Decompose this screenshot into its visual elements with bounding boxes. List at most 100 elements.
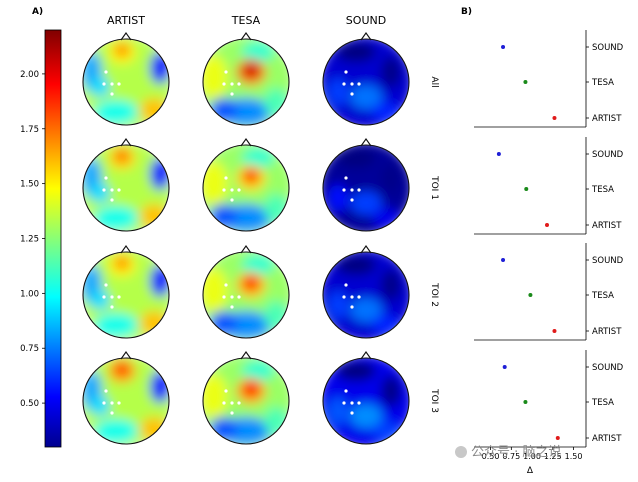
electrode-dot — [350, 401, 354, 405]
nose-marker — [360, 245, 372, 254]
electrode-dot — [344, 283, 348, 287]
electrode-dot — [102, 401, 106, 405]
electrode-dot — [110, 305, 114, 309]
topomap-artist-row-1 — [82, 32, 170, 126]
nose-marker — [120, 351, 132, 360]
electrode-dot — [342, 82, 346, 86]
y-tick-label-artist: ARTIST — [592, 434, 622, 444]
head-outline — [82, 357, 170, 445]
y-tick-label-sound: SOUND — [592, 363, 624, 373]
nose-marker — [360, 138, 372, 147]
electrode-dot — [102, 188, 106, 192]
nose-marker — [120, 245, 132, 254]
x-axis-label: Δ — [527, 466, 534, 476]
electrode-dot — [357, 295, 361, 299]
column-title-tesa: TESA — [231, 14, 261, 27]
row-label-all: All — [429, 76, 439, 87]
x-tick-label: 1.25 — [544, 452, 562, 461]
topomap-artist-row-4 — [82, 351, 170, 445]
electrode-dot — [110, 295, 114, 299]
x-tick-label: 1.50 — [565, 452, 583, 461]
y-tick-label-tesa: TESA — [591, 78, 614, 88]
electrode-dot — [224, 70, 228, 74]
electrode-dot — [350, 198, 354, 202]
point-artist — [552, 116, 557, 120]
point-sound — [501, 45, 506, 49]
row-label-toi-3: TOI 3 — [429, 388, 439, 413]
head-outline — [82, 38, 170, 126]
point-tesa — [524, 187, 529, 191]
electrode-dot — [222, 188, 226, 192]
point-sound — [502, 365, 507, 369]
topomap-artist-row-2 — [82, 138, 170, 232]
electrode-dot — [237, 82, 241, 86]
colorbar-tick-label: 1.25 — [20, 235, 39, 245]
electrode-dot — [102, 295, 106, 299]
panel-b-label: B) — [461, 7, 472, 17]
electrode-dot — [342, 188, 346, 192]
electrode-dot — [237, 401, 241, 405]
electrode-dot — [117, 82, 121, 86]
electrode-dot — [344, 176, 348, 180]
electrode-dot — [110, 92, 114, 96]
electrode-dot — [117, 188, 121, 192]
electrode-dot — [342, 295, 346, 299]
delta-panel-1: SOUND TESA ARTIST — [474, 30, 624, 128]
electrode-dot — [344, 70, 348, 74]
electrode-dot — [222, 295, 226, 299]
electrode-dot — [117, 295, 121, 299]
head-outline — [322, 357, 410, 445]
point-tesa — [523, 80, 528, 84]
topomap-artist-row-3 — [82, 245, 170, 339]
head-outline — [322, 38, 410, 126]
electrode-dot — [230, 295, 234, 299]
colorbar-tick-label: 1.50 — [20, 180, 39, 190]
electrode-dot — [230, 411, 234, 415]
column-title-artist: ARTIST — [107, 14, 145, 27]
colorbar-tick-label: 1.75 — [20, 125, 39, 135]
electrode-dot — [104, 283, 108, 287]
nose-marker — [360, 32, 372, 41]
electrode-dot — [230, 92, 234, 96]
electrode-dot — [357, 401, 361, 405]
electrode-dot — [104, 389, 108, 393]
electrode-dot — [110, 82, 114, 86]
topomap-tesa-row-4 — [202, 351, 290, 445]
electrode-dot — [102, 82, 106, 86]
x-tick-label: 0.50 — [482, 452, 500, 461]
row-label-toi-1: TOI 1 — [429, 175, 439, 200]
topomap-sound-row-2 — [322, 138, 410, 232]
y-tick-label-artist: ARTIST — [592, 114, 622, 124]
electrode-dot — [357, 188, 361, 192]
y-tick-label-sound: SOUND — [592, 150, 624, 160]
topomap-sound-row-3 — [322, 245, 410, 339]
delta-panel-4: SOUND TESA ARTIST — [474, 350, 624, 448]
panel-a-label: A) — [32, 7, 43, 17]
point-sound — [496, 152, 501, 156]
electrode-dot — [350, 82, 354, 86]
y-tick-label-tesa: TESA — [591, 185, 614, 195]
colorbar-ticks: 0.50 0.75 1.00 1.25 1.50 1.75 2.00 — [20, 70, 45, 409]
topomap-sound-row-1 — [322, 32, 410, 126]
colorbar-tick-label: 1.00 — [20, 289, 39, 299]
electrode-dot — [117, 401, 121, 405]
colorbar-tick-label: 0.50 — [20, 399, 39, 409]
electrode-dot — [110, 411, 114, 415]
electrode-dot — [237, 295, 241, 299]
electrode-dot — [224, 176, 228, 180]
nose-marker — [360, 351, 372, 360]
head-outline — [202, 144, 290, 232]
point-tesa — [528, 293, 533, 297]
delta-panel-2: SOUND TESA ARTIST — [474, 137, 624, 235]
y-tick-label-tesa: TESA — [591, 398, 614, 408]
electrode-dot — [110, 188, 114, 192]
electrode-dot — [350, 188, 354, 192]
head-outline — [202, 251, 290, 339]
electrode-dot — [110, 198, 114, 202]
electrode-dot — [230, 401, 234, 405]
electrode-dot — [222, 82, 226, 86]
electrode-dot — [342, 401, 346, 405]
electrode-dot — [350, 92, 354, 96]
y-tick-label-sound: SOUND — [592, 43, 624, 53]
